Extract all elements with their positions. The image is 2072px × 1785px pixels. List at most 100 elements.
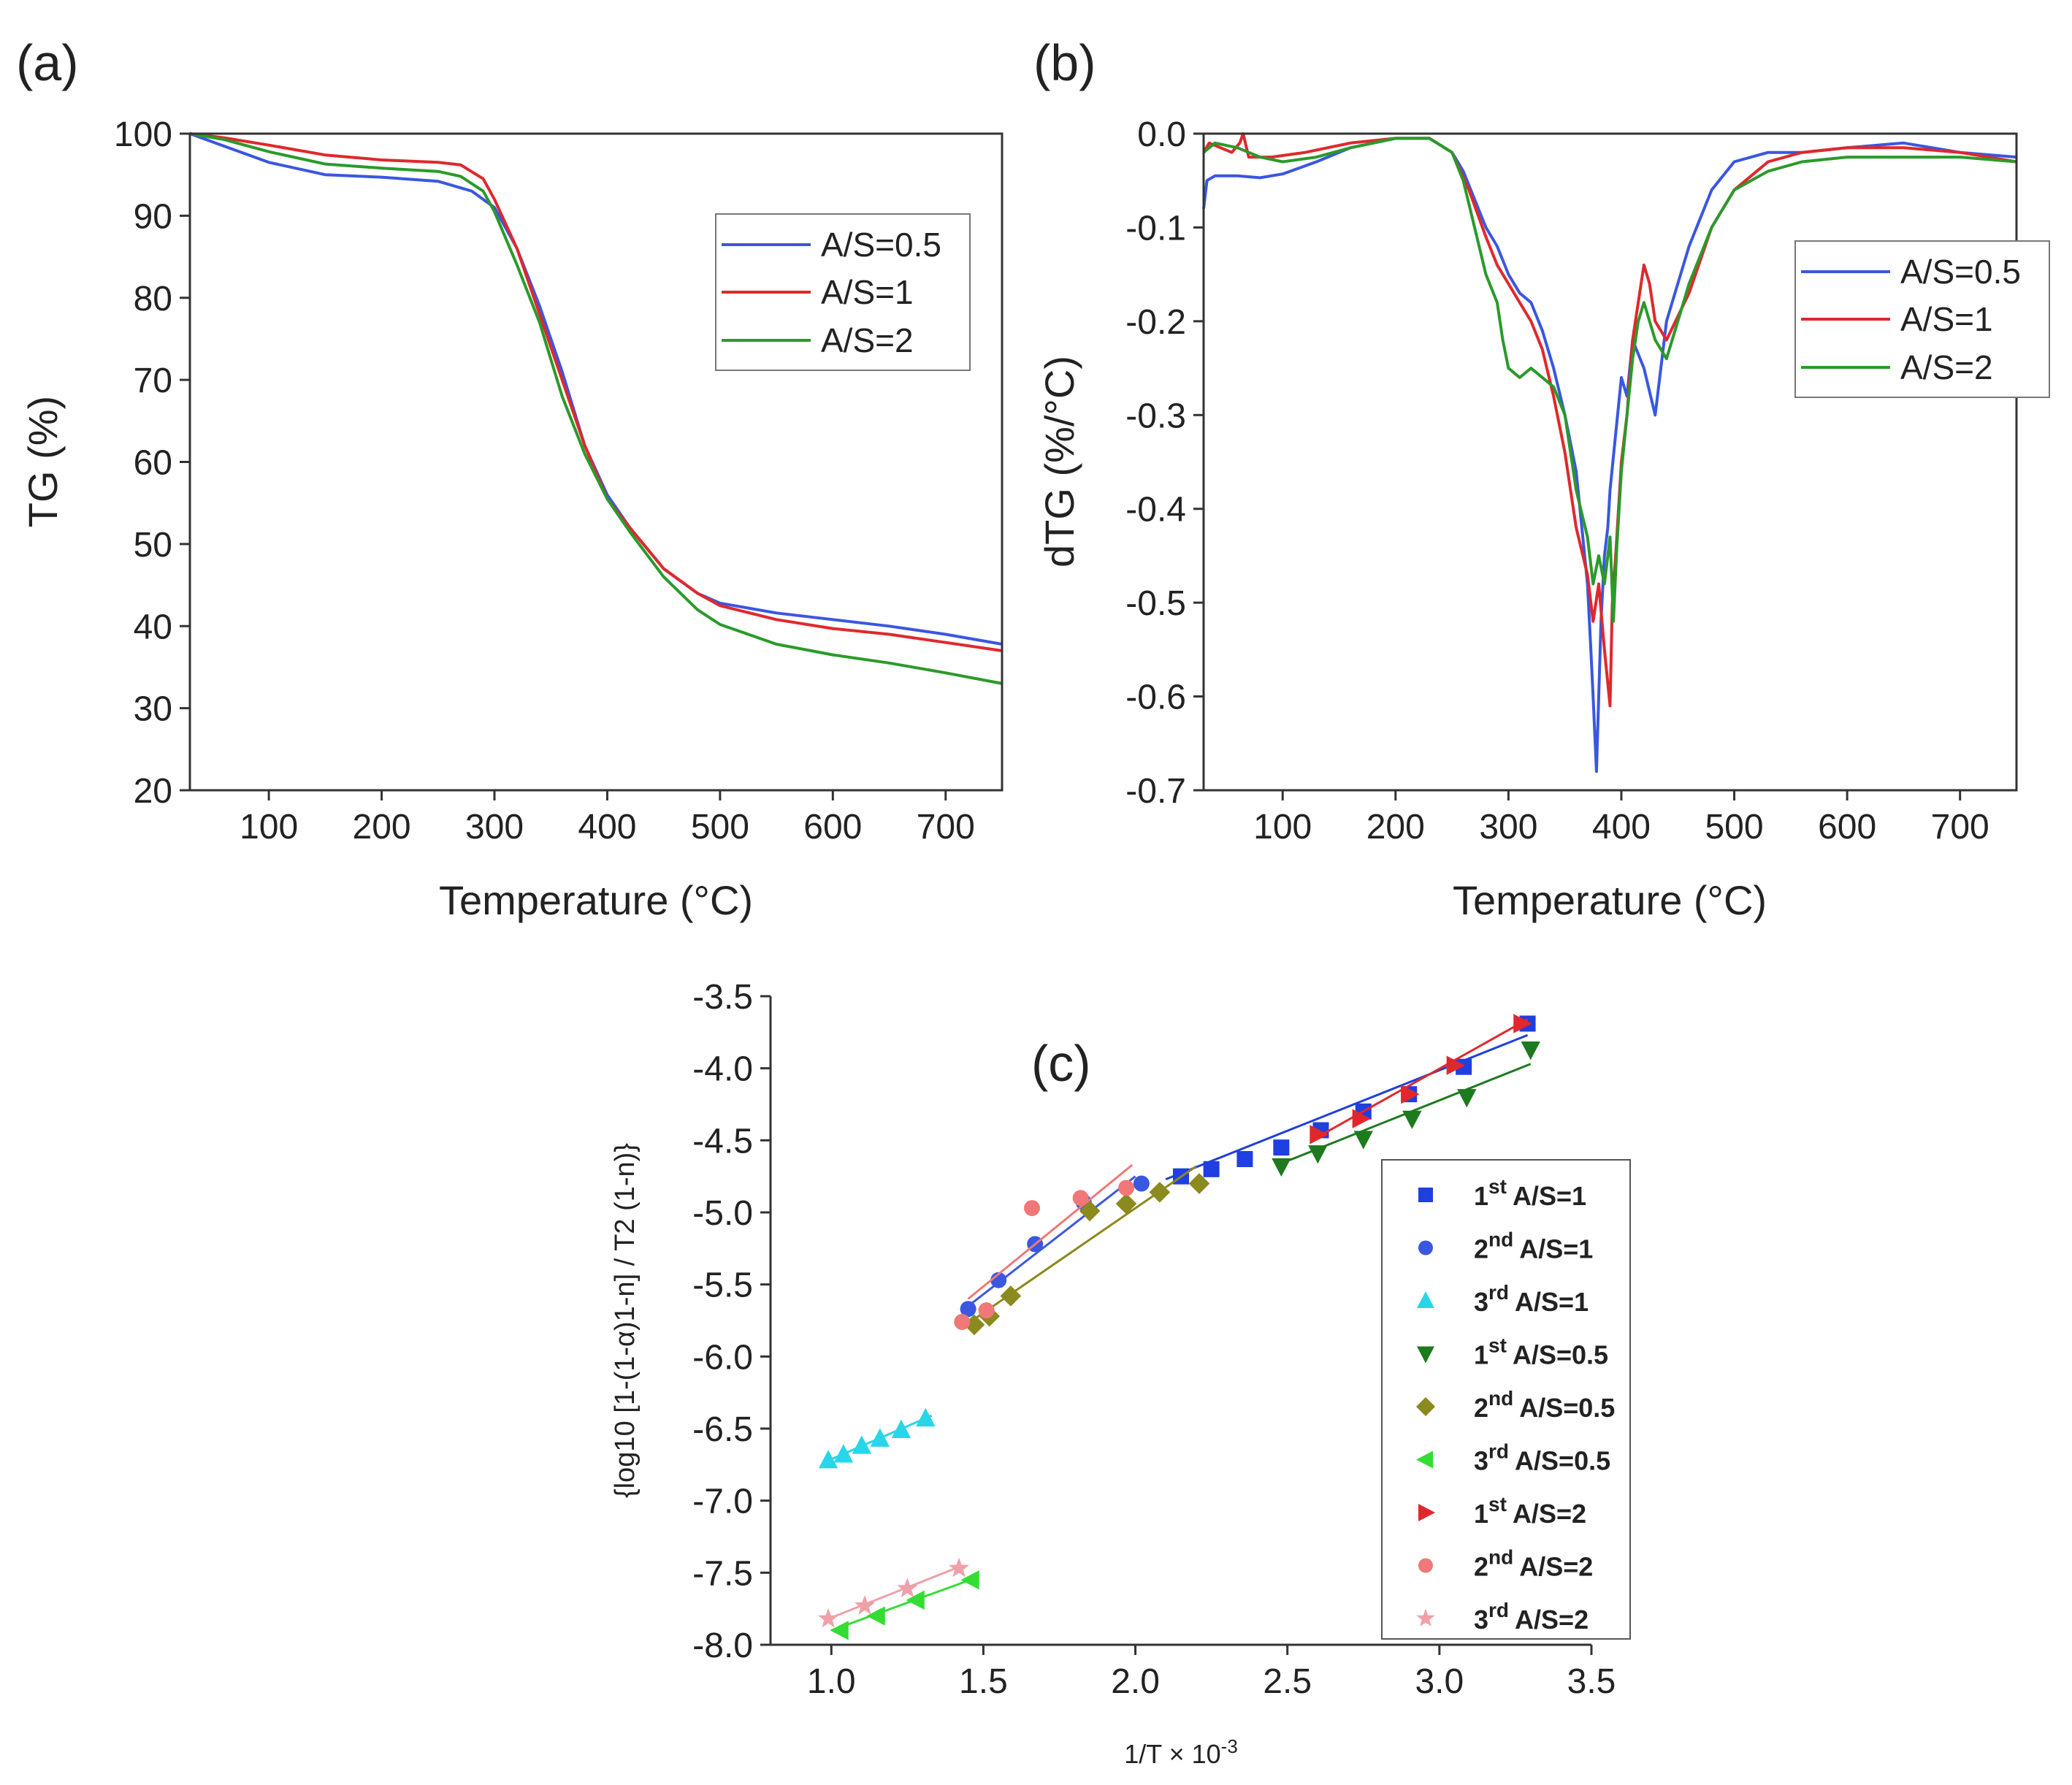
x-tick-label: 2.0: [1111, 1662, 1160, 1701]
data-point: [1072, 1190, 1089, 1207]
fit-line: [827, 1566, 960, 1620]
chart-a-tg: 100 200 300 400 500 600 700 20 30 40 50 60 70 80 90 10…: [20, 115, 1003, 923]
data-point: [906, 1590, 925, 1610]
series-line-a-s-2: [189, 132, 1003, 685]
data-point: [916, 1407, 936, 1427]
chart-b-frame: [1202, 132, 2018, 792]
y-tick-label: 100: [114, 115, 172, 154]
legend-label: 1st A/S=0.5: [1474, 1334, 1608, 1370]
chart-a-ylabel: TG (%): [20, 396, 66, 527]
data-point: [833, 1444, 854, 1463]
data-point: [1000, 1285, 1022, 1307]
legend-ordinal-suffix: rd: [1488, 1440, 1509, 1463]
data-point: [1115, 1193, 1137, 1215]
y-tick-label: -0.6: [1125, 679, 1186, 717]
y-tick-label: -6.5: [692, 1410, 753, 1449]
legend-ordinal-suffix: nd: [1488, 1228, 1513, 1251]
legend-label: 3rd A/S=0.5: [1474, 1440, 1610, 1476]
y-tick-label: 50: [134, 526, 172, 565]
y-tick-label: -4.5: [692, 1122, 753, 1161]
data-point: [1310, 1125, 1329, 1144]
x-tick-label: 500: [1705, 808, 1763, 846]
chart-b-legend: A/S=0.5 A/S=1 A/S=2: [1794, 240, 2050, 398]
x-tick-label: 400: [1592, 808, 1651, 846]
legend-series-name: A/S=1: [1515, 1287, 1589, 1317]
data-point: [960, 1570, 979, 1590]
data-point: [1273, 1139, 1290, 1156]
y-tick-label: -0.4: [1125, 491, 1186, 530]
legend-label: 3rd A/S=1: [1474, 1281, 1589, 1317]
legend-ordinal: 3: [1474, 1446, 1488, 1476]
data-point: [891, 1419, 911, 1438]
legend-ordinal: 1: [1474, 1499, 1488, 1529]
legend-series-name: A/S=0.5: [1515, 1446, 1610, 1476]
panel-label-c: (c): [1031, 1035, 1091, 1092]
x-tick-label: 1.5: [959, 1662, 1008, 1701]
data-point: [1401, 1084, 1420, 1104]
chart-a-yticks: 20 30 40 50 60 70 80 90 100: [114, 115, 190, 811]
legend-ordinal: 2: [1474, 1393, 1488, 1423]
y-tick-label: -0.3: [1125, 397, 1186, 435]
panel-label-a: (a): [16, 34, 79, 91]
legend-marker: [1418, 1188, 1433, 1202]
fit-line: [1311, 1018, 1529, 1142]
data-point: [978, 1302, 995, 1319]
legend-label: 2nd A/S=1: [1474, 1228, 1593, 1264]
chart-b-yticks: -0.7 -0.6 -0.5 -0.4 -0.3 -0.2 -0.1 0.0: [1125, 115, 1204, 811]
legend-ordinal: 1: [1474, 1340, 1488, 1370]
data-point: [1402, 1110, 1422, 1130]
chart-b-legend-label-2: A/S=1: [1900, 300, 1993, 338]
y-tick-label: -4.0: [692, 1050, 753, 1089]
legend-marker: [1418, 1558, 1433, 1573]
legend-ordinal-suffix: nd: [1488, 1387, 1513, 1410]
chart-a-marks: [189, 132, 1003, 685]
series-line-a-s-2: [1202, 137, 2017, 623]
x-tick-label: 100: [1253, 808, 1312, 846]
legend-ordinal: 1: [1474, 1181, 1488, 1211]
legend-label: 1st A/S=1: [1474, 1175, 1586, 1211]
data-point: [949, 1557, 970, 1578]
chart-a-legend-label-1: A/S=0.5: [821, 226, 941, 264]
chart-b-xlabel: Temperature (°C): [1453, 877, 1767, 923]
data-point: [866, 1606, 885, 1626]
x-tick-label: 400: [578, 808, 636, 846]
legend-ordinal-suffix: rd: [1488, 1599, 1509, 1621]
legend-ordinal: 3: [1474, 1287, 1488, 1317]
data-point: [852, 1435, 872, 1454]
series-line-a-s-1: [1202, 132, 2017, 708]
y-tick-label: -0.1: [1125, 209, 1186, 248]
chart-b-marks: [1202, 132, 2017, 773]
x-tick-label: 200: [353, 808, 411, 846]
legend-series-name: A/S=2: [1519, 1552, 1593, 1582]
legend-ordinal-suffix: st: [1488, 1493, 1507, 1515]
y-tick-label: 0.0: [1137, 115, 1186, 154]
legend-label: 2nd A/S=0.5: [1474, 1387, 1615, 1423]
data-point: [1352, 1109, 1371, 1128]
legend-marker: [1418, 1504, 1435, 1521]
data-point: [1188, 1173, 1210, 1194]
data-point: [1353, 1131, 1373, 1150]
chart-a-xlabel: Temperature (°C): [439, 877, 753, 923]
chart-b-xticks: 100 200 300 400 500 600 700: [1253, 790, 1989, 846]
x-tick-label: 100: [240, 808, 298, 846]
y-tick-label: -8.0: [692, 1627, 753, 1665]
data-point: [1236, 1150, 1253, 1167]
legend-series-name: A/S=1: [1513, 1181, 1586, 1211]
x-tick-label: 600: [1818, 808, 1876, 846]
legend-ordinal: 2: [1474, 1234, 1488, 1264]
legend-label: 3rd A/S=2: [1474, 1599, 1589, 1635]
y-tick-label: 60: [134, 444, 172, 483]
data-point: [830, 1621, 849, 1640]
legend-marker: [1416, 1608, 1435, 1627]
x-tick-label: 600: [803, 808, 862, 846]
data-point: [960, 1301, 976, 1318]
y-tick-label: -0.7: [1125, 772, 1186, 811]
x-tick-label: 1.0: [807, 1662, 856, 1701]
fit-line: [967, 1163, 1134, 1300]
legend-ordinal: 3: [1474, 1605, 1488, 1635]
data-point: [1457, 1089, 1477, 1108]
legend-series-name: A/S=1: [1519, 1234, 1593, 1264]
legend-series-name: A/S=0.5: [1513, 1340, 1608, 1370]
data-point: [1079, 1200, 1101, 1222]
